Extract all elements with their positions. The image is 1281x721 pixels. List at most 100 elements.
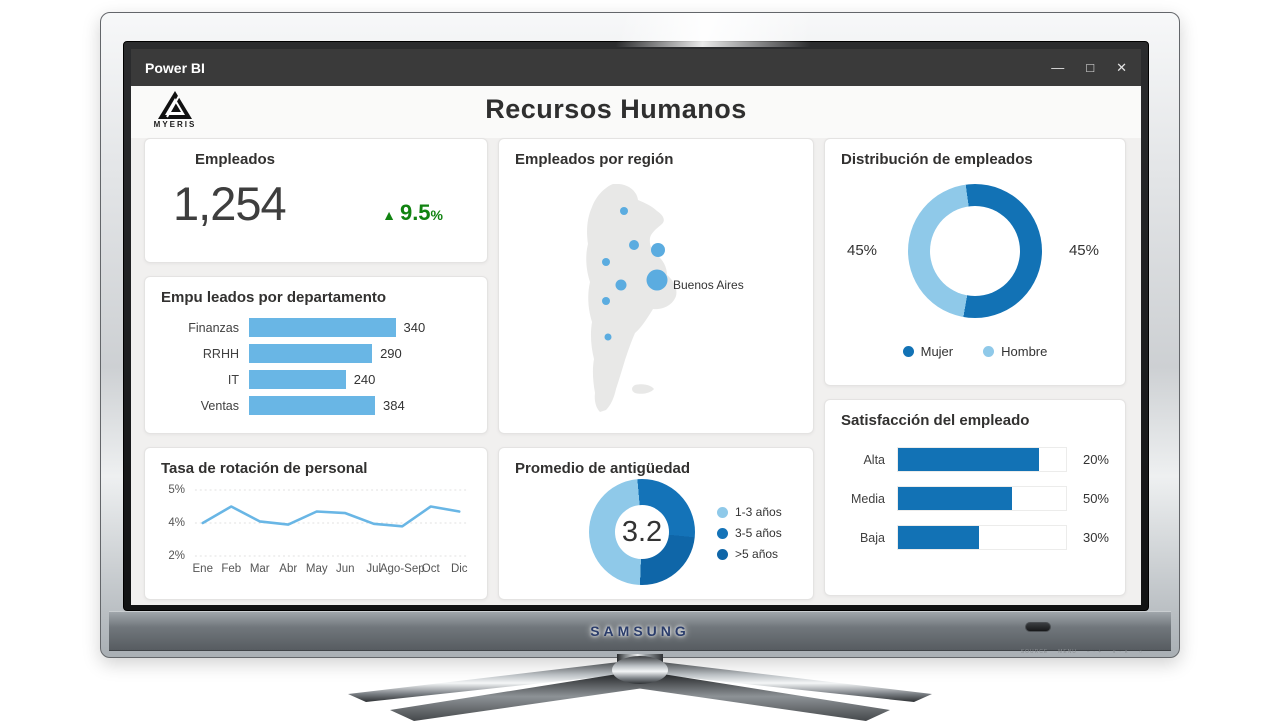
- bar-fill: [898, 526, 979, 549]
- tv-control-icon: − · +: [1086, 649, 1103, 655]
- column-middle: Empleados por región Buenos Aires Promed…: [498, 138, 814, 605]
- month-label: Dic: [450, 563, 468, 575]
- card-title: Empu leados por departamento: [161, 289, 387, 306]
- map-bubble: [629, 240, 639, 250]
- tv-control-icons: SOURCE MENU − · + ∨ · ∧ ○: [1021, 646, 1143, 658]
- kpi-row: 1,254 ▲ 9.5%: [161, 176, 471, 231]
- triangle-logo-icon: [158, 91, 192, 119]
- bar-value: 384: [383, 398, 405, 413]
- bar-row: Baja 30%: [841, 525, 1109, 550]
- kpi-delta-value: 9.5: [399, 200, 431, 225]
- kpi-delta-unit: %: [430, 207, 443, 223]
- legend-label: 1-3 años: [735, 505, 782, 519]
- month-label: Feb: [221, 563, 242, 575]
- map-bubble: [646, 269, 668, 291]
- bar-area: 290: [249, 344, 471, 363]
- line-chart-area: 5% 4% 2% Ene Feb Mar Abr May Jun Jul Ago-Sep Oct Di…: [161, 483, 471, 579]
- legend-dot: [717, 527, 728, 539]
- legend-label: Mujer: [920, 344, 954, 359]
- bar-row: Ventas 384: [161, 396, 471, 415]
- tv-frame: Power BI — □ ✕ MYERIS: [100, 12, 1180, 658]
- y-axis: 5% 4% 2%: [161, 483, 191, 563]
- bar-fill: [249, 344, 373, 363]
- bar-track: [897, 486, 1067, 511]
- dashboard-header: MYERIS Recursos Humanos: [131, 86, 1141, 138]
- close-button[interactable]: ✕: [1116, 60, 1127, 75]
- tierra-del-fuego: [632, 384, 654, 394]
- page-title: Recursos Humanos: [485, 94, 747, 124]
- bar-row: IT 240: [161, 370, 471, 389]
- satisfaction-bars: Alta 20% Media 50% Baja 30%: [841, 447, 1109, 550]
- bar-fill: [898, 487, 1013, 510]
- bar-row: Finanzas 340: [161, 318, 471, 337]
- donut-chart: [908, 184, 1042, 318]
- bar-row: RRHH 290: [161, 344, 471, 363]
- donut-card-distribucion[interactable]: Distribución de empleados 45% 45% Mujer H…: [824, 138, 1126, 386]
- dashboard: Empleados 1,254 ▲ 9.5% Empu leados por de…: [131, 138, 1141, 605]
- bar-value: 50%: [1082, 491, 1109, 506]
- line-chart: [194, 489, 468, 557]
- month-label: Ago-Sep: [379, 563, 425, 575]
- bar-fill: [249, 370, 346, 389]
- distribution-body: 45% 45%: [841, 168, 1109, 336]
- bar-track: [897, 447, 1067, 472]
- kpi-card-empleados[interactable]: Empleados 1,254 ▲ 9.5%: [144, 138, 488, 263]
- window-titlebar[interactable]: Power BI — □ ✕: [131, 49, 1141, 86]
- map-card-region[interactable]: Empleados por región Buenos Aires: [498, 138, 814, 434]
- minimize-button[interactable]: —: [1051, 60, 1065, 75]
- card-title: Empleados: [195, 151, 276, 168]
- bar-label: Ventas: [200, 398, 239, 413]
- bar-value: 290: [380, 346, 402, 361]
- bar-fill: [898, 448, 1040, 471]
- bar-label: Alta: [863, 452, 885, 467]
- bar-track: [897, 525, 1067, 550]
- legend-item: Mujer: [902, 344, 954, 359]
- y-axis-tick: 5%: [168, 484, 185, 496]
- legend-item: 1-3 años: [717, 505, 782, 519]
- bar-chart-card-satisfaccion[interactable]: Satisfacción del empleado Alta 20% Media 50…: [824, 399, 1126, 596]
- bar-chart-card-departamento[interactable]: Empu leados por departamento Finanzas 340…: [144, 276, 488, 434]
- bar-row: Media 50%: [841, 486, 1109, 511]
- month-label: Jul: [366, 563, 382, 575]
- tv-control-icon: ∨ · ∧: [1112, 649, 1129, 655]
- turnover-line: [201, 505, 461, 528]
- department-bars: Finanzas 340 RRHH 290 IT 240 Ventas 384: [161, 318, 471, 415]
- tenure-body: 3.2 1-3 años 3-5 años >5 años: [515, 477, 797, 585]
- tv-bottom-bezel: SAMSUNG: [109, 611, 1171, 651]
- bar-label: Baja: [859, 530, 885, 545]
- legend-dot: [717, 506, 728, 518]
- legend-dot: [983, 346, 995, 357]
- app-title: Power BI: [145, 59, 205, 76]
- argentina-silhouette: [586, 184, 677, 412]
- bar-value: 240: [353, 372, 376, 387]
- month-label: Oct: [421, 563, 440, 575]
- legend-dot: [717, 548, 728, 560]
- argentina-map: Buenos Aires: [586, 184, 744, 412]
- month-label: Ene: [192, 563, 213, 575]
- bar-value: 340: [403, 320, 426, 335]
- column-right: Distribución de empleados 45% 45% Mujer H…: [824, 138, 1126, 605]
- brand-name: MYERIS: [153, 120, 197, 129]
- column-left: Empleados 1,254 ▲ 9.5% Empu leados por de…: [144, 138, 488, 605]
- month-label: Mar: [249, 563, 270, 575]
- legend-item: 3-5 años: [717, 526, 782, 540]
- bar-label: IT: [227, 372, 239, 387]
- bar-area: 384: [249, 396, 471, 415]
- samsung-logo: SAMSUNG: [590, 623, 690, 639]
- donut-card-antiguedad[interactable]: Promedio de antigüedad 3.2 1-3 años 3-5 a…: [498, 447, 814, 600]
- legend: Mujer Hombre: [841, 344, 1109, 359]
- month-label: Abr: [279, 563, 298, 575]
- legend-label: Hombre: [1001, 344, 1048, 359]
- bar-value: 20%: [1082, 452, 1109, 467]
- bar-row: Alta 20%: [841, 447, 1109, 472]
- month-label: Jun: [335, 563, 355, 575]
- bar-label: Media: [850, 491, 885, 506]
- bar-area: 240: [249, 370, 471, 389]
- maximize-button[interactable]: □: [1086, 60, 1095, 75]
- bar-fill: [249, 396, 375, 415]
- card-title: Distribución de empleados: [841, 151, 1033, 168]
- bar-label: Finanzas: [188, 320, 239, 335]
- donut-chart: 3.2: [589, 479, 695, 585]
- line-chart-card-rotacion[interactable]: Tasa de rotación de personal 5% 4% 2% Ene F…: [144, 447, 488, 600]
